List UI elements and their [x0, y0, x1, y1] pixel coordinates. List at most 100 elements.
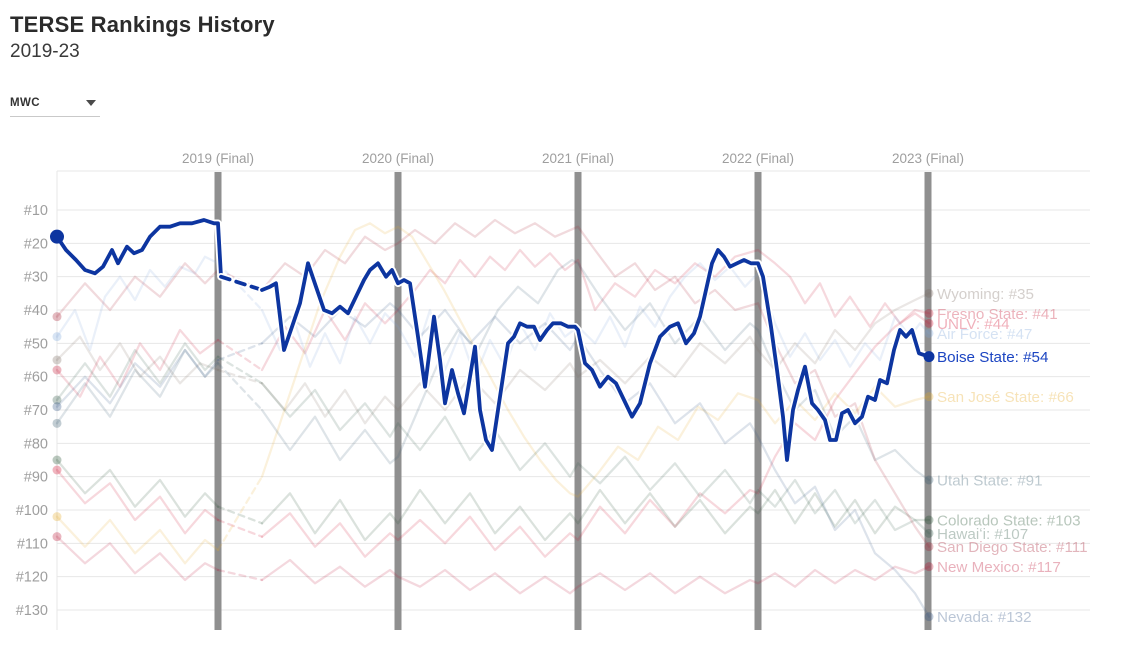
series-boise-state[interactable]: Boise State: #54 [50, 216, 1048, 464]
series-line[interactable] [216, 368, 264, 385]
series-line[interactable] [216, 342, 264, 362]
series-fresno-state[interactable]: Fresno State: #41 [52, 248, 1058, 398]
series-end-dot[interactable] [924, 515, 934, 525]
final-bars: 2019 (Final) 2020 (Final) 2021 (Final) 2022… [182, 151, 964, 630]
series-utah-state[interactable]: Utah State: #91 [52, 258, 1043, 490]
x-axis-year-label: 2019 (Final) [182, 151, 254, 166]
series-line[interactable] [55, 515, 220, 565]
x-axis-year-label: 2023 (Final) [892, 151, 964, 166]
series-san-diego-state[interactable]: San Diego State: #111 [52, 218, 1088, 556]
series-line[interactable] [216, 355, 264, 385]
series-line[interactable] [55, 255, 220, 352]
y-axis-tick-label: #40 [24, 303, 48, 319]
series-end-dot[interactable] [924, 392, 934, 402]
series-line[interactable] [216, 362, 264, 412]
series-line[interactable] [260, 558, 931, 595]
series-start-dot [52, 512, 62, 522]
series-line[interactable] [260, 312, 931, 558]
team-label-san-jose-state[interactable]: San José State: #66 [937, 389, 1074, 406]
series-start-dot [50, 229, 64, 244]
series-line[interactable] [55, 328, 220, 398]
team-label-nevada[interactable]: Nevada: #132 [937, 609, 1032, 626]
y-axis-tick-label: #120 [16, 570, 48, 586]
series-line[interactable] [260, 292, 931, 425]
series-end-dot[interactable] [924, 542, 934, 552]
series-start-dot [52, 465, 62, 475]
series-line[interactable] [216, 518, 264, 538]
team-label-colorado-state[interactable]: Colorado State: #103 [937, 513, 1081, 530]
series-line[interactable] [55, 348, 220, 408]
series-colorado-state[interactable]: Colorado State: #103 [52, 455, 1081, 542]
final-bar [574, 172, 582, 630]
team-label-fresno-state[interactable]: Fresno State: #41 [937, 306, 1058, 323]
series-start-dot [52, 312, 62, 322]
series-start-dot [52, 355, 62, 365]
triangle-down-icon [86, 100, 96, 106]
series-san-jose-state[interactable]: San José State: #66 [52, 222, 1074, 565]
team-label-air-force[interactable]: Air Force: #47 [937, 326, 1032, 343]
team-label-hawaii[interactable]: Hawaiʻi: #107 [937, 526, 1028, 543]
conference-select-value: MWC [10, 97, 40, 109]
series-line[interactable] [55, 262, 220, 318]
y-axis-tick-label: #10 [24, 203, 48, 219]
series-end-dot[interactable] [924, 288, 934, 298]
series-end-dot[interactable] [924, 612, 934, 622]
series-hawaii[interactable]: Hawaiʻi: #107 [52, 342, 1029, 543]
y-axis-tick-label: #60 [24, 370, 48, 386]
series-line[interactable] [260, 488, 931, 542]
y-axis-tick-label: #110 [17, 536, 48, 552]
series-line[interactable] [55, 348, 220, 425]
series-line[interactable] [55, 535, 220, 582]
series-line[interactable] [260, 218, 931, 548]
series-line[interactable] [55, 468, 220, 535]
series-end-dot[interactable] [924, 318, 934, 328]
series-end-dot[interactable] [924, 308, 934, 318]
series-line[interactable] [260, 302, 931, 618]
team-label-new-mexico[interactable]: New Mexico: #117 [937, 559, 1061, 576]
highlight-series-line[interactable] [55, 218, 223, 279]
page-subtitle: 2019-23 [10, 41, 80, 62]
conference-select[interactable]: MWC [10, 90, 100, 117]
series-line[interactable] [260, 248, 931, 372]
team-label-utah-state[interactable]: Utah State: #91 [937, 473, 1043, 490]
series-line[interactable] [216, 568, 264, 582]
y-axis-tick-label: #30 [24, 270, 48, 286]
series-end-dot[interactable] [924, 562, 934, 572]
series-line[interactable] [55, 335, 220, 385]
series-line[interactable] [260, 262, 931, 378]
series-line[interactable] [260, 258, 931, 482]
team-label-unlv[interactable]: UNLV: #44 [937, 316, 1010, 333]
x-axis-year-label: 2020 (Final) [362, 151, 434, 166]
final-bar [394, 172, 402, 630]
series-unlv[interactable]: UNLV: #44 [52, 312, 1010, 558]
series-line[interactable] [216, 505, 264, 525]
team-label-boise-state[interactable]: Boise State: #54 [937, 349, 1048, 366]
team-label-san-diego-state[interactable]: San Diego State: #111 [937, 539, 1088, 556]
series-end-dot[interactable] [924, 328, 934, 338]
series-start-dot [52, 395, 62, 405]
final-bar [754, 172, 762, 630]
page-title: TERSE Rankings History [10, 12, 275, 37]
series-line[interactable] [260, 382, 931, 535]
highlight-series-line[interactable] [219, 274, 264, 292]
series-nevada[interactable]: Nevada: #132 [52, 302, 1032, 626]
series-new-mexico[interactable]: New Mexico: #117 [52, 532, 1061, 595]
series-line[interactable] [260, 222, 931, 498]
y-axis-tick-label: #50 [24, 336, 48, 352]
series-wyoming[interactable]: Wyoming: #35 [52, 286, 1034, 425]
chart-header: TERSE Rankings History 2019-23 [10, 12, 275, 64]
series-line[interactable] [55, 458, 220, 518]
series-start-dot [52, 418, 62, 428]
series-line[interactable] [216, 338, 264, 372]
series-end-dot[interactable] [924, 528, 934, 538]
series-start-dot [52, 332, 62, 342]
team-label-wyoming[interactable]: Wyoming: #35 [937, 286, 1034, 303]
y-axis-tick-label: #20 [24, 236, 48, 252]
series-end-dot[interactable] [924, 475, 934, 485]
series-line[interactable] [55, 342, 220, 402]
highlight-series-line[interactable] [260, 248, 931, 462]
series-start-dot [52, 455, 62, 465]
series-end-dot[interactable] [923, 351, 935, 363]
series-line[interactable] [216, 475, 264, 552]
